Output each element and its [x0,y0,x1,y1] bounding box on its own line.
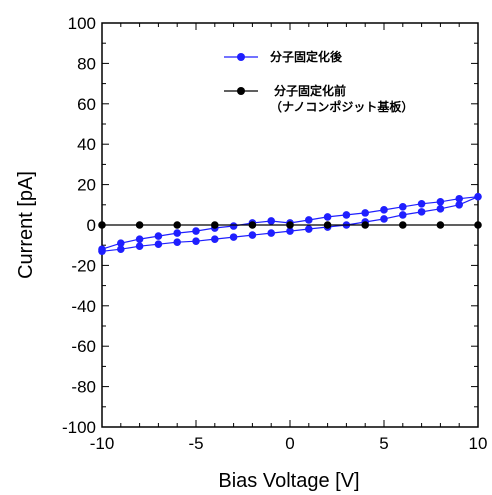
series-1-point [135,221,144,229]
y-tick-label: 100 [68,14,96,33]
series-1-point [436,221,445,229]
series-0-point [267,229,276,237]
series-1-point [248,221,257,229]
plot-series [98,192,482,256]
series-0 [98,192,482,256]
y-tick-label: -80 [71,378,96,397]
series-0-point [474,192,482,201]
series-1-point [211,221,219,229]
series-1 [98,221,482,229]
x-axis-title: Bias Voltage [V] [218,470,359,492]
series-0-point [399,203,407,211]
series-0-point [380,206,388,214]
series-0-point [455,194,464,203]
y-tick-label: -100 [62,418,96,437]
series-0-point [192,237,200,245]
series-0-point [154,232,163,240]
series-1-point [399,221,407,229]
legend-swatch-after-marker [237,53,245,61]
legend: 分子固定化後 分子固定化前 （ナノコンポジット基板） [224,49,413,114]
series-1-point [323,221,332,229]
legend-entry-before: 分子固定化前 （ナノコンポジット基板） [224,83,413,114]
series-0-point [305,216,313,224]
series-0-point [399,211,407,219]
series-1-point [173,221,181,229]
series-0-point [154,240,163,248]
series-0-point [192,227,200,235]
x-tick-label: -10 [90,434,115,453]
series-0-point [229,222,238,230]
series-0-point [267,217,276,225]
series-0-point [361,209,370,217]
series-0-point [436,197,445,206]
y-tick-label: -20 [71,256,96,275]
y-tick-label: 0 [87,216,96,235]
legend-label-before: 分子固定化前 [274,83,346,98]
legend-swatch-before-marker [237,87,245,95]
series-0-point [248,231,257,239]
legend-entry-after: 分子固定化後 [224,49,343,64]
series-0-point [417,199,426,208]
legend-label-after: 分子固定化後 [270,49,343,64]
series-0-point [436,205,445,213]
series-0-point [211,235,219,243]
y-tick-label: -40 [71,297,96,316]
series-1-point [361,221,370,229]
series-0-point [117,245,125,254]
series-1-point [98,221,106,229]
x-tick-label: 5 [379,434,388,453]
series-0-point [98,245,106,254]
series-0-point [305,225,313,233]
series-0-point [380,215,388,223]
y-tick-label: 40 [77,135,96,154]
series-0-point [173,238,181,246]
y-tick-label: 20 [77,176,96,195]
series-0-point [286,227,294,235]
y-tick-label: 60 [77,95,96,114]
y-tick-label: -60 [71,337,96,356]
series-0-point [342,211,351,219]
series-0-point [135,242,144,251]
series-1-point [286,221,294,229]
series-0-point [417,208,426,216]
series-0-point [135,235,144,243]
y-tick-label: 80 [77,54,96,73]
legend-label-before-line2: （ナノコンポジット基板） [270,99,413,114]
x-tick-label: 0 [285,434,294,453]
series-0-point [229,233,238,241]
x-tick-label: 10 [469,434,488,453]
series-0-point [455,201,464,209]
series-1-point [474,221,482,229]
series-0-point [117,239,125,247]
series-0-point [323,213,332,221]
series-0-point [173,229,181,237]
x-tick-label: -5 [188,434,203,453]
y-axis-title: Current [pA] [15,171,37,279]
